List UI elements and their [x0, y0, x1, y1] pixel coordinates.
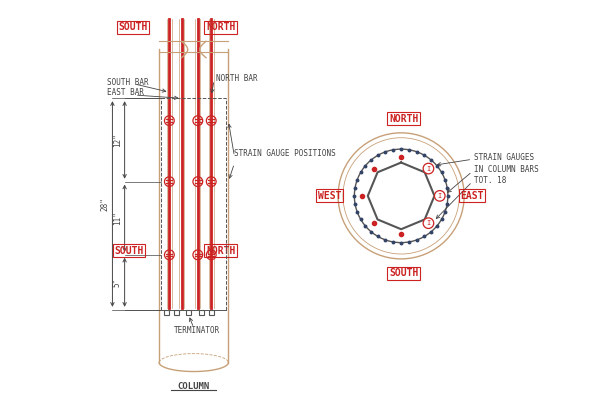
Text: WEST: WEST [318, 191, 341, 201]
Circle shape [435, 191, 445, 201]
Bar [198, 310, 203, 315]
Text: 5": 5" [113, 278, 122, 287]
Text: EAST BAR: EAST BAR [107, 89, 144, 98]
Text: NORTH: NORTH [389, 113, 418, 124]
Text: STRAIN GAUGE POSITIONS: STRAIN GAUGE POSITIONS [235, 149, 336, 157]
Text: SOUTH: SOUTH [389, 268, 418, 278]
Text: 11": 11" [113, 211, 122, 225]
Text: TOT. 18: TOT. 18 [475, 176, 507, 185]
Text: IN COLUMN BARS: IN COLUMN BARS [475, 165, 539, 174]
Text: EAST: EAST [460, 191, 484, 201]
Bar [186, 310, 191, 315]
Text: NORTH: NORTH [206, 22, 235, 32]
Bar [174, 310, 179, 315]
Text: STRAIN GAUGES: STRAIN GAUGES [475, 153, 534, 162]
Text: SOUTH: SOUTH [119, 22, 148, 32]
Text: 28": 28" [101, 197, 110, 211]
Text: COLUMN: COLUMN [178, 382, 210, 391]
Text: I: I [438, 193, 442, 199]
Text: I: I [426, 220, 431, 226]
Text: SOUTH: SOUTH [115, 246, 144, 256]
Circle shape [423, 163, 434, 174]
Text: NORTH: NORTH [206, 246, 235, 256]
Text: I: I [426, 166, 431, 171]
Text: 12": 12" [113, 133, 122, 147]
Bar [209, 310, 213, 315]
Text: SOUTH BAR: SOUTH BAR [107, 78, 149, 86]
Circle shape [423, 218, 434, 228]
Text: NORTH BAR: NORTH BAR [216, 74, 257, 83]
Text: TERMINATOR: TERMINATOR [174, 326, 219, 335]
Bar [164, 310, 169, 315]
